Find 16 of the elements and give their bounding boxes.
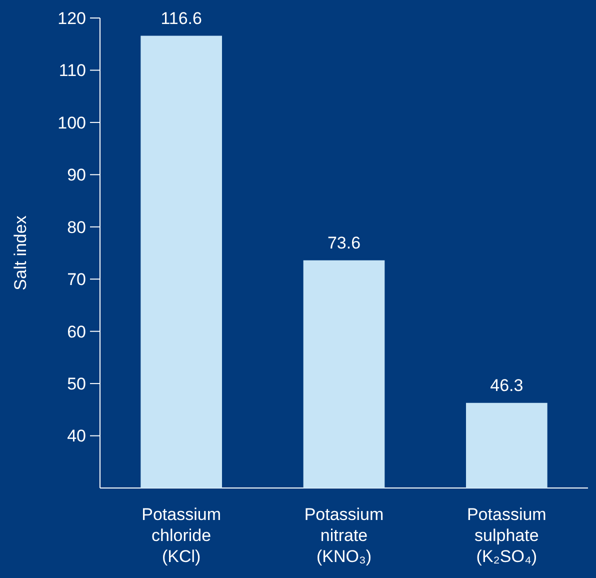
y-tick-label: 50 — [67, 374, 86, 394]
y-tick-label: 40 — [67, 426, 86, 446]
y-tick-label: 60 — [67, 322, 86, 342]
y-tick-label: 90 — [67, 166, 86, 185]
y-tick-label: 80 — [67, 218, 86, 237]
y-tick-label: 110 — [58, 61, 86, 80]
x-tick-label: Potassium chloride (KCl) — [142, 505, 222, 566]
data-label: 46.3 — [490, 376, 524, 395]
x-tick-label: Potassium sulphate (K₂SO₄) — [466, 505, 546, 566]
data-label: 73.6 — [327, 233, 361, 252]
y-tick-label: 70 — [67, 270, 86, 290]
y-tick-label: 120 — [58, 8, 86, 28]
y-tick-label: 100 — [58, 113, 86, 132]
data-label: 116.6 — [160, 8, 202, 28]
x-tick-label: Potassium nitrate (KNO₃) — [304, 505, 384, 566]
y-axis-title: Salt index — [11, 215, 30, 290]
